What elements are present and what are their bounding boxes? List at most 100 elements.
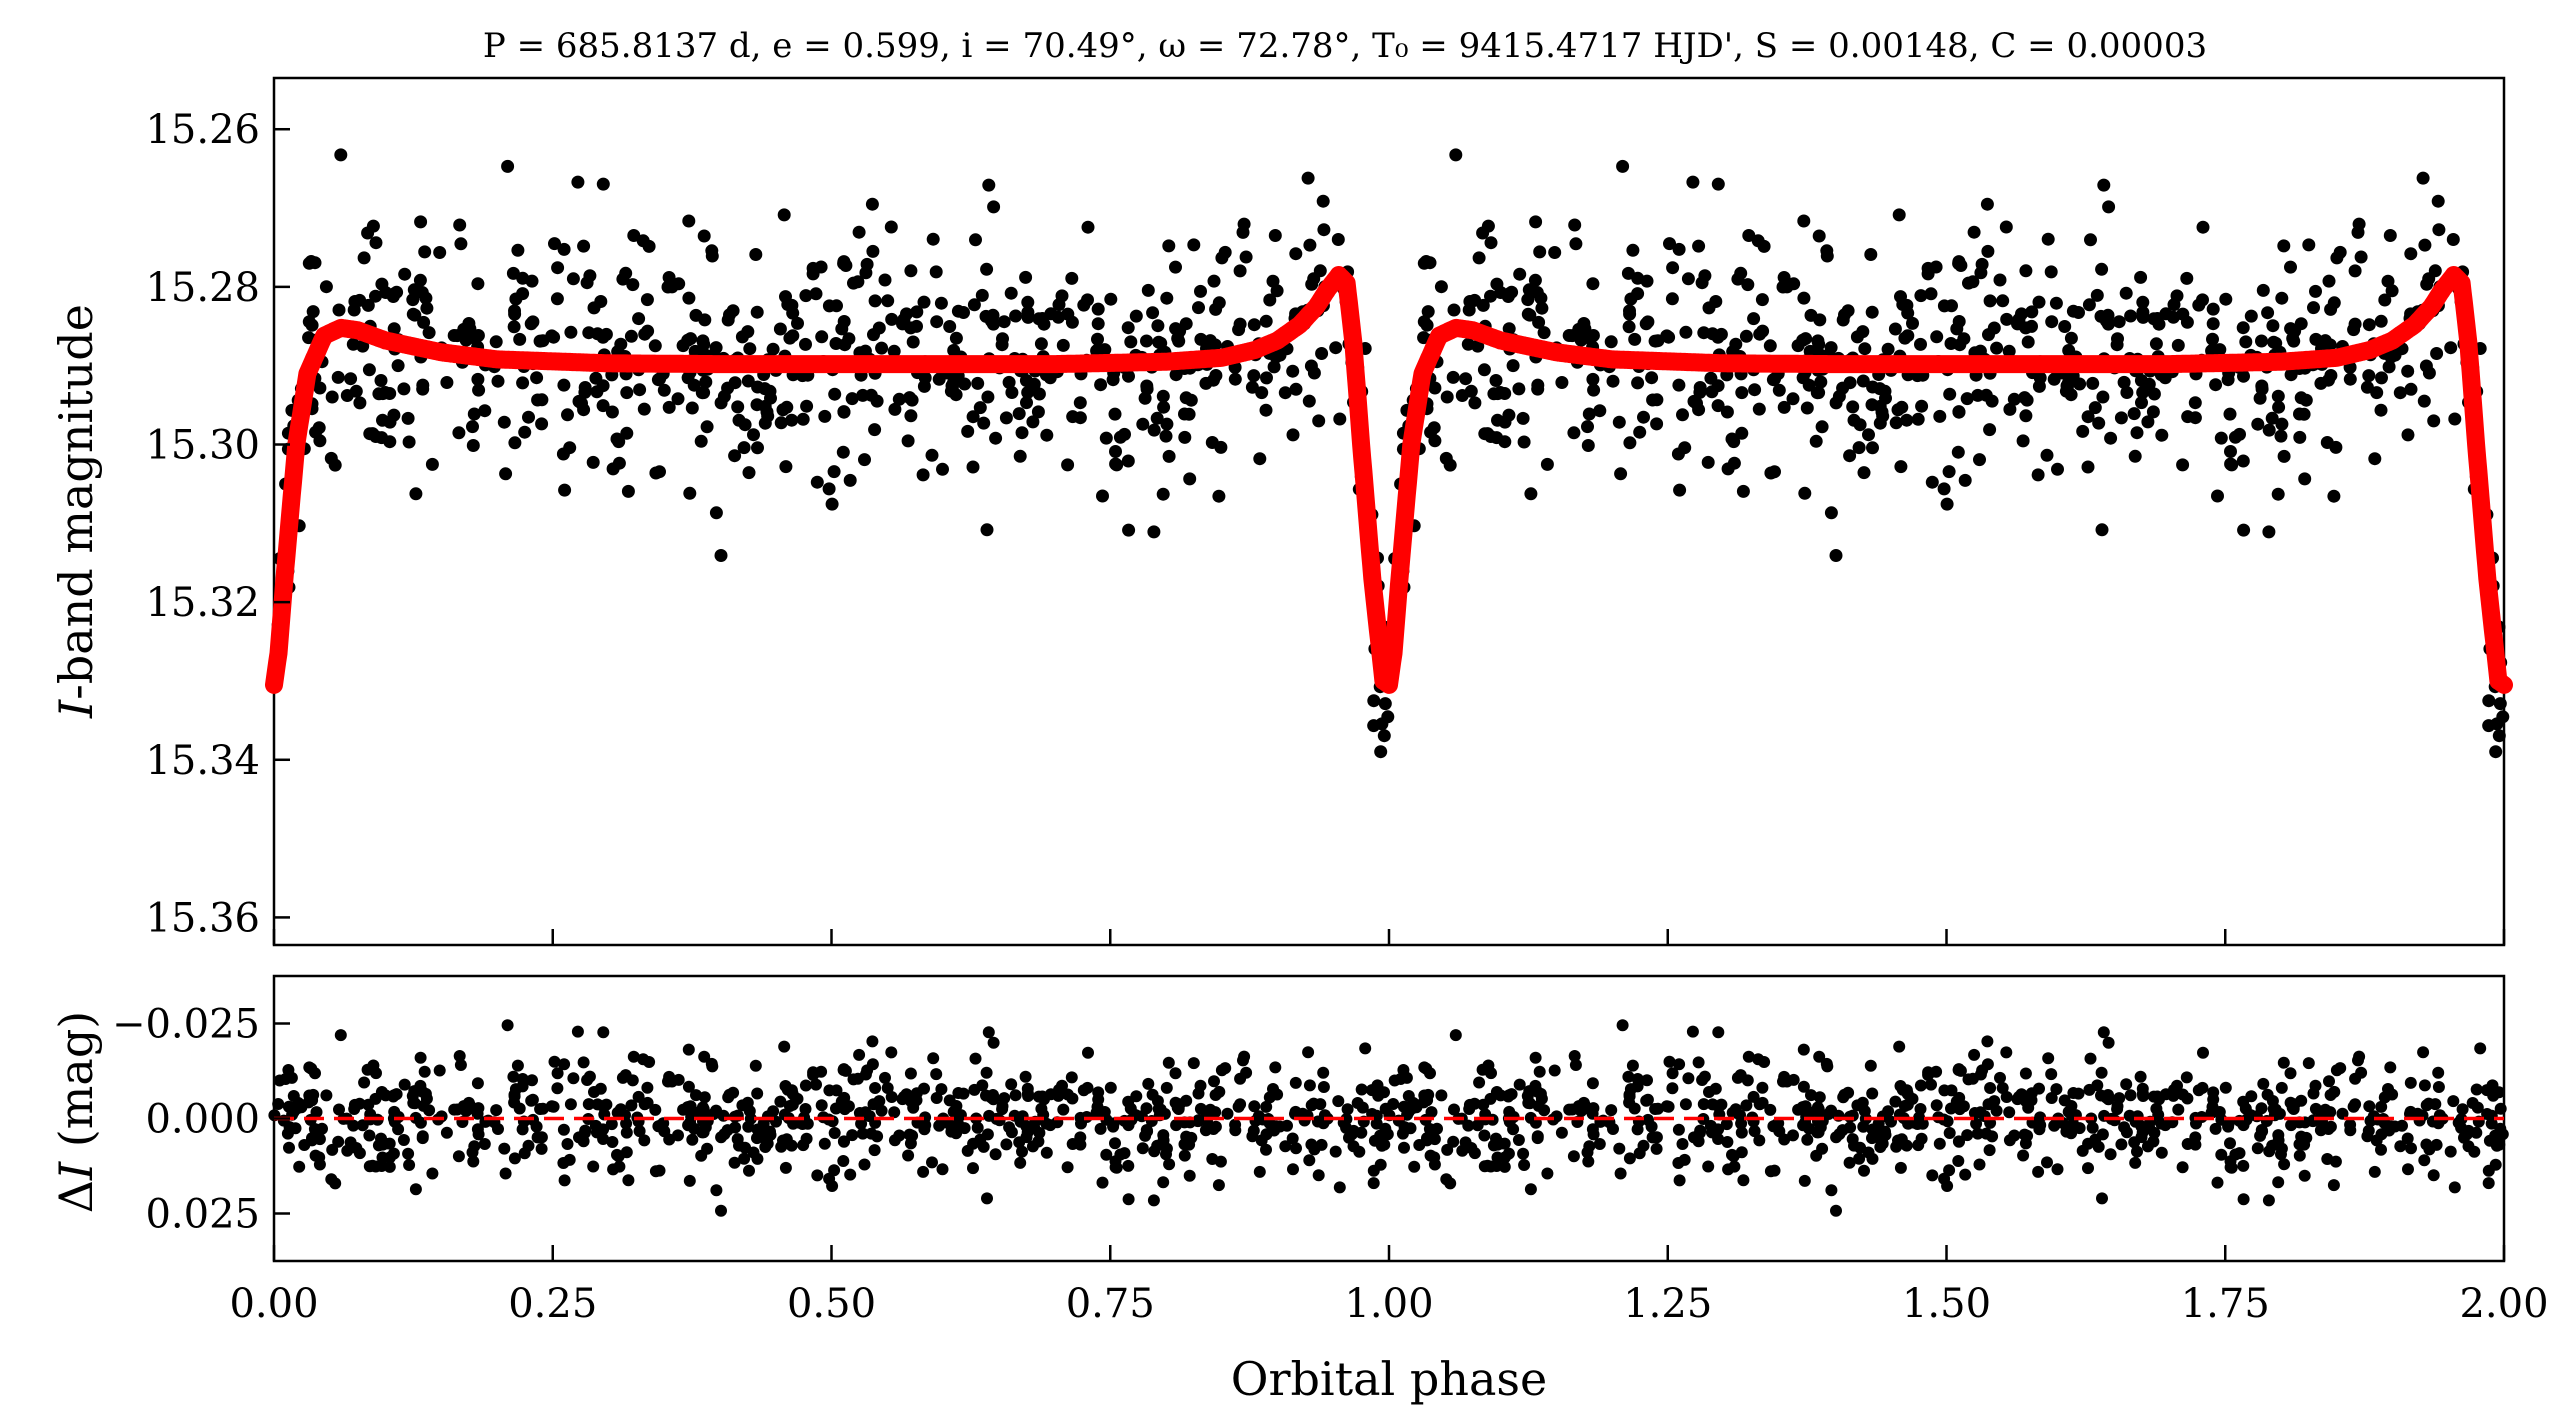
observation-point — [2404, 247, 2418, 261]
residual-point — [2172, 1103, 2185, 1116]
observation-point — [1711, 399, 1725, 413]
residual-point — [397, 1134, 410, 1146]
observation-point — [1209, 302, 1223, 316]
residual-point — [326, 1143, 339, 1156]
observation-point — [1160, 291, 1174, 305]
residual-point — [1986, 1130, 1999, 1143]
residual-point — [333, 1103, 345, 1116]
residual-point — [2003, 1106, 2016, 1119]
residual-point — [1151, 1095, 1164, 1107]
observation-point — [558, 483, 572, 497]
residual-point — [594, 1082, 607, 1095]
residual-point — [1945, 1102, 1957, 1115]
observation-point — [1247, 318, 1261, 332]
residual-point — [2061, 1123, 2074, 1136]
observation-point — [1954, 259, 1968, 272]
observation-point — [1914, 289, 1928, 303]
observation-point — [866, 244, 880, 258]
observation-point — [1933, 409, 1947, 423]
observation-point — [1836, 381, 1850, 395]
residual-point — [1367, 1177, 1380, 1190]
residual-point — [1044, 1119, 1057, 1132]
residual-point — [1753, 1134, 1766, 1147]
residual-point — [847, 1073, 860, 1086]
residual-point — [2396, 1119, 2408, 1132]
observation-point — [2489, 745, 2503, 759]
top-y-tick-label: 15.36 — [145, 895, 260, 941]
residual-point — [987, 1036, 1000, 1049]
residual-point — [375, 1132, 387, 1145]
residual-point — [1147, 1194, 1160, 1207]
observation-point — [779, 460, 793, 474]
residual-point — [1428, 1158, 1441, 1171]
residual-point — [353, 1147, 366, 1160]
observation-point — [1810, 386, 1824, 400]
observation-point — [489, 335, 503, 349]
observation-point — [633, 383, 647, 397]
residual-point — [2275, 1081, 2288, 1094]
observation-point — [2322, 373, 2335, 387]
observation-point — [1110, 458, 1124, 472]
observation-point — [845, 392, 859, 406]
residual-point — [1778, 1133, 1791, 1146]
residual-point — [1340, 1121, 1353, 1134]
observation-point — [847, 276, 860, 290]
bottom-y-tick-label: 0.000 — [145, 1097, 260, 1143]
residual-point — [1990, 1104, 2003, 1117]
residual-point — [2072, 1087, 2085, 1100]
residual-point — [408, 1085, 421, 1098]
residual-point — [2058, 1094, 2071, 1107]
observation-point — [1958, 473, 1972, 487]
residual-point — [1622, 1070, 1635, 1083]
residual-point — [1229, 1118, 1242, 1131]
residual-point — [706, 1060, 719, 1073]
observation-point — [2482, 719, 2496, 733]
residual-point — [1263, 1091, 1276, 1104]
observation-point — [1980, 197, 1994, 211]
residual-point — [2349, 1072, 2362, 1085]
residual-point — [2111, 1103, 2124, 1116]
observation-point — [2051, 462, 2064, 476]
observation-point — [357, 251, 371, 265]
observation-point — [977, 416, 991, 430]
residual-point — [1996, 1082, 2009, 1094]
observation-point — [2127, 407, 2141, 421]
residual-point — [1122, 1159, 1135, 1172]
observation-point — [1138, 391, 1152, 405]
residual-point — [620, 1146, 633, 1159]
residual-point — [1367, 1164, 1380, 1177]
observation-point — [1612, 415, 1626, 429]
top-y-tick-label: 15.32 — [145, 580, 260, 626]
residual-point — [2483, 1134, 2496, 1147]
residual-point — [1660, 1100, 1673, 1113]
residual-point — [452, 1150, 465, 1163]
observation-point — [2032, 295, 2046, 309]
residual-point — [910, 1087, 923, 1100]
observation-point — [728, 449, 742, 463]
residual-point — [597, 1123, 610, 1136]
observation-point — [945, 380, 959, 394]
residual-point — [587, 1160, 600, 1173]
observation-point — [1578, 322, 1592, 336]
observation-point — [1711, 177, 1725, 191]
residual-point — [1915, 1132, 1928, 1145]
observation-point — [2444, 341, 2458, 355]
residual-point — [930, 1092, 943, 1104]
residual-point — [1764, 1165, 1777, 1178]
observation-point — [1942, 465, 1956, 479]
observation-point — [416, 378, 430, 392]
residual-point — [1583, 1140, 1596, 1153]
residual-point — [2192, 1084, 2205, 1097]
residual-point — [1503, 1105, 1516, 1118]
observation-point — [1865, 398, 1879, 412]
residual-point — [1503, 1089, 1516, 1102]
residual-point — [1118, 1114, 1131, 1127]
observation-point — [1846, 400, 1860, 414]
observation-point — [781, 298, 795, 311]
observation-point — [1999, 220, 2013, 234]
residual-point — [701, 1142, 714, 1155]
observation-point — [917, 295, 931, 309]
residual-point — [989, 1148, 1002, 1161]
observation-point — [1735, 386, 1749, 400]
observation-point — [1755, 293, 1769, 307]
